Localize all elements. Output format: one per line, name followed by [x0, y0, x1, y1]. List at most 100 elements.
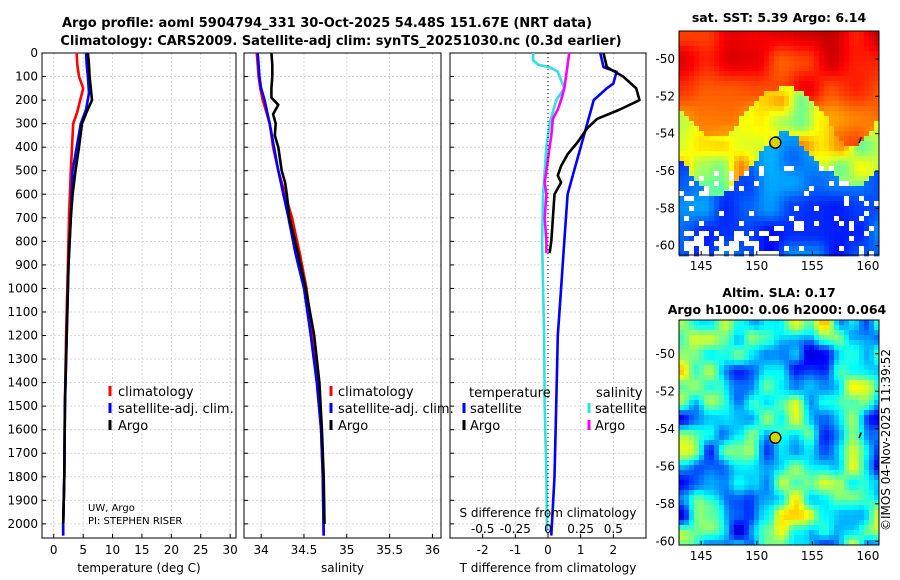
sla-cell: [764, 320, 770, 326]
sst-cell: [779, 211, 785, 217]
sla-cell: [779, 365, 785, 371]
sst-cell: [759, 196, 765, 202]
sst-cell: [834, 76, 840, 82]
sst-cell: [704, 81, 710, 87]
sla-cell: [689, 380, 695, 386]
sla-cell: [754, 360, 760, 366]
sst-cell: [739, 171, 745, 177]
sla-cell: [784, 390, 790, 396]
sla-cell: [814, 505, 820, 511]
sla-cell: [799, 435, 805, 441]
sst-cell: [729, 171, 735, 177]
sst-cell: [769, 151, 775, 157]
sst-cell: [694, 201, 700, 207]
sla-cell: [744, 415, 750, 421]
sla-cell: [784, 440, 790, 446]
sst-cell: [794, 111, 800, 117]
sla-cell: [874, 480, 880, 486]
sst-cell: [724, 51, 730, 57]
sst-cell: [684, 251, 690, 257]
sla-cell: [804, 350, 810, 356]
sst-cell: [729, 76, 735, 82]
sst-cell: [874, 76, 880, 82]
sst-cell: [684, 201, 690, 207]
sst-cell: [799, 91, 805, 97]
sla-cell: [764, 485, 770, 491]
sst-cell: [779, 186, 785, 192]
sst-cell: [829, 201, 835, 207]
sst-cell: [789, 126, 795, 132]
sst-cell: [754, 36, 760, 42]
sla-cell: [764, 350, 770, 356]
sla-cell: [689, 345, 695, 351]
sla-cell: [704, 445, 710, 451]
sst-cell: [709, 216, 715, 222]
sla-cell: [684, 420, 690, 426]
sla-cell: [769, 475, 775, 481]
sst-cell: [684, 226, 690, 232]
sla-cell: [739, 485, 745, 491]
sst-cell: [844, 71, 850, 77]
sst-cell: [804, 66, 810, 72]
sst-cell: [794, 61, 800, 67]
sla-cell: [829, 325, 835, 331]
sla-cell: [774, 540, 780, 546]
sla-cell: [734, 380, 740, 386]
sla-cell: [864, 475, 870, 481]
sla-cell: [759, 405, 765, 411]
sla-cell: [754, 415, 760, 421]
sst-cell: [844, 121, 850, 127]
x-axis-label: temperature (deg C): [77, 561, 200, 575]
sst-cell: [759, 226, 765, 232]
sst-cell: [829, 111, 835, 117]
sla-cell: [819, 360, 825, 366]
sst-cell: [819, 31, 825, 37]
sla-cell: [814, 525, 820, 531]
sst-cell: [824, 131, 830, 137]
sst-cell: [679, 56, 685, 62]
sla-cell: [774, 410, 780, 416]
sla-cell: [679, 480, 685, 486]
sla-cell: [854, 440, 860, 446]
sst-cell: [819, 101, 825, 107]
sst-cell: [814, 156, 820, 162]
sla-cell: [839, 430, 845, 436]
sst-cell: [704, 101, 710, 107]
sla-cell: [794, 480, 800, 486]
sla-cell: [834, 370, 840, 376]
sst-cell: [749, 146, 755, 152]
sst-cell: [819, 141, 825, 147]
sst-cell: [839, 86, 845, 92]
sla-cell: [754, 525, 760, 531]
sst-cell: [729, 211, 735, 217]
sla-cell: [699, 345, 705, 351]
x-tick-label: 0: [544, 543, 552, 557]
salinity-panel: 34 34.5 35 35.5 36salinityclimatologysatelli…: [243, 52, 454, 575]
sst-cell: [854, 216, 860, 222]
sla-cell: [694, 380, 700, 386]
sla-cell: [709, 365, 715, 371]
sst-cell: [804, 106, 810, 112]
sst-cell: [794, 121, 800, 127]
sla-cell: [804, 435, 810, 441]
sla-cell: [809, 425, 815, 431]
sla-cell: [839, 320, 845, 326]
sla-cell: [874, 475, 880, 481]
sla-cell: [789, 350, 795, 356]
sla-cell: [769, 500, 775, 506]
sla-cell: [874, 440, 880, 446]
sst-cell: [794, 31, 800, 37]
sst-cell: [694, 211, 700, 217]
sst-cell: [689, 241, 695, 247]
sla-cell: [854, 335, 860, 341]
sst-cell: [689, 226, 695, 232]
sst-cell: [679, 171, 685, 177]
sla-cell: [834, 515, 840, 521]
sst-cell: [719, 211, 725, 217]
sst-cell: [869, 96, 875, 102]
sla-cell: [704, 335, 710, 341]
sst-cell: [844, 111, 850, 117]
sla-cell: [724, 455, 730, 461]
sst-cell: [754, 186, 760, 192]
x-tick-label: 20: [164, 543, 179, 557]
